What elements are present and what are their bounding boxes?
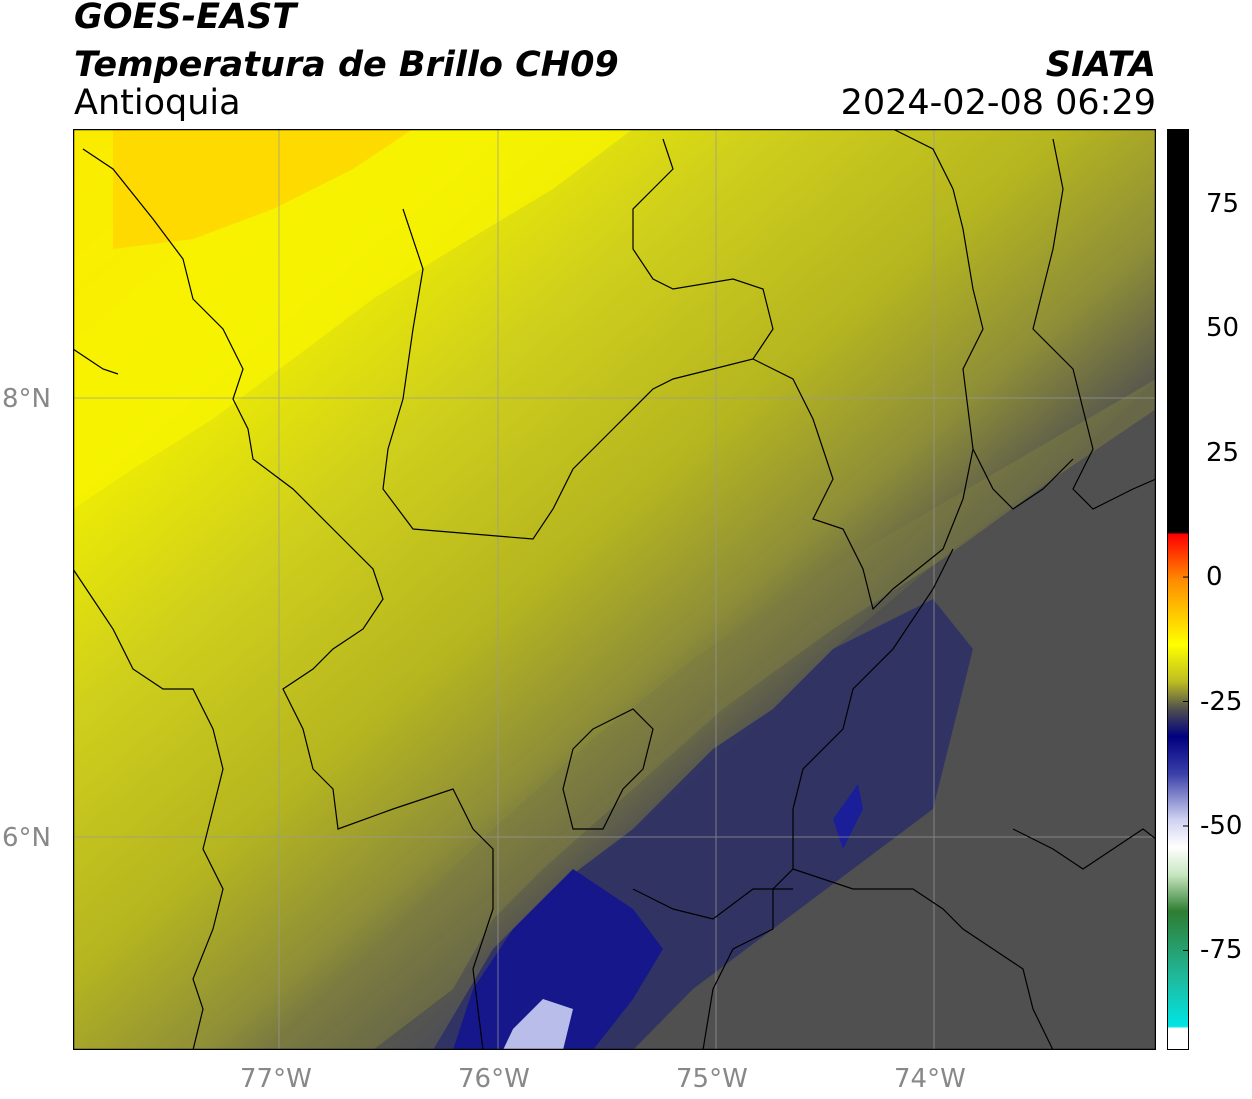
- cloud-core-navy: [453, 869, 663, 1050]
- lon-label-75w: 75°W: [676, 1064, 748, 1094]
- graticule: [73, 129, 1156, 1050]
- satellite-title: GOES-EAST: [74, 0, 297, 37]
- boundaries: [73, 129, 1156, 1050]
- colorbar-tick-label: 0: [1206, 562, 1223, 593]
- colorbar-tick-label: 75: [1206, 188, 1240, 219]
- product-title: Temperatura de Brillo CH09: [74, 45, 619, 85]
- colorbar-tick-label: -50: [1200, 810, 1243, 841]
- cloud-core-spot: [833, 784, 863, 849]
- lon-label-77w: 77°W: [240, 1064, 312, 1094]
- temperature-map: [73, 129, 1156, 1050]
- transition-band: [273, 379, 1156, 1050]
- region-label: Antioquia: [74, 83, 241, 123]
- cloud-core-light: [503, 999, 573, 1050]
- colorbar: [1167, 129, 1189, 1050]
- map-frame: [73, 129, 1156, 1050]
- colorbar-tick-label: 25: [1206, 437, 1240, 468]
- lat-label-8n: 8°N: [2, 384, 51, 414]
- colorbar-tick-label: -25: [1200, 686, 1243, 717]
- colorbar-tick-label: -75: [1200, 935, 1243, 966]
- colorbar-tick-label: 50: [1206, 313, 1240, 344]
- warm-region-orange: [113, 129, 413, 249]
- organization-label: SIATA: [1045, 45, 1156, 85]
- lon-label-76w: 76°W: [458, 1064, 530, 1094]
- datetime-label: 2024-02-08 06:29: [840, 83, 1156, 123]
- lon-label-74w: 74°W: [894, 1064, 966, 1094]
- lat-label-6n: 6°N: [2, 823, 51, 853]
